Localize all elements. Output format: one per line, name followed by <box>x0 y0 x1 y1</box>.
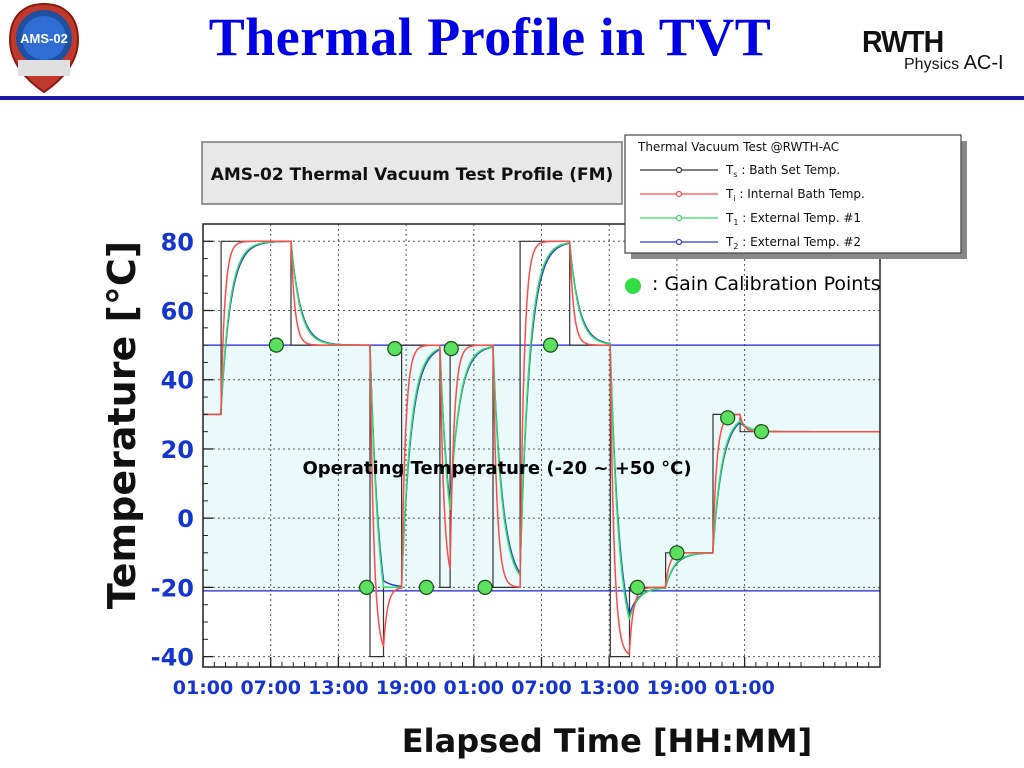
x-tick-label: 13:00 <box>579 677 639 699</box>
calibration-legend-label: : Gain Calibration Points <box>652 273 881 295</box>
legend-marker-ext1 <box>675 214 683 222</box>
y-tick-label: 60 <box>161 298 194 326</box>
x-axis-label: Elapsed Time [HH:MM] <box>402 722 812 760</box>
x-tick-label: 01:00 <box>444 677 504 699</box>
calibration-point <box>753 424 770 440</box>
ams-02-logo: AMS-02 <box>8 2 80 94</box>
x-axis-ticks: 01:00 07:00 13:00 19:00 01:00 07:00 13:00 19:00… <box>173 657 870 699</box>
calibration-point <box>443 340 459 357</box>
calibration-point <box>720 410 736 426</box>
legend-title: Thermal Vacuum Test @RWTH-AC <box>637 140 839 154</box>
y-tick-label: 20 <box>161 436 194 464</box>
legend-entry-ext1: T1 : External Temp. #1 <box>725 211 861 227</box>
calibration-point <box>542 337 559 353</box>
operating-band-label: Operating Temperature (-20 ~ +50 °C) <box>302 458 691 479</box>
calibration-point <box>418 579 435 595</box>
x-tick-label: 19:00 <box>647 677 707 699</box>
rwth-logo-sub: Physics AC-I <box>904 52 1004 75</box>
calibration-point <box>629 579 646 595</box>
title-divider <box>0 96 1024 100</box>
calibration-point <box>268 337 284 353</box>
legend-marker-internal <box>675 190 683 198</box>
legend-entry-internal: Ti : Internal Bath Temp. <box>725 187 865 203</box>
chart-title: AMS-02 Thermal Vacuum Test Profile (FM) <box>211 165 614 185</box>
calibration-point <box>669 545 685 561</box>
slide-title: Thermal Profile in TVT <box>208 7 772 67</box>
ams-logo-text: AMS-02 <box>20 31 68 46</box>
legend-entry-ext2: T2 : External Temp. #2 <box>725 235 861 251</box>
calibration-markers <box>268 337 770 595</box>
y-axis-label: Temperature [°C] <box>100 241 144 609</box>
x-tick-label: 07:00 <box>511 677 571 699</box>
legend-marker-bath_set <box>675 166 683 174</box>
legend-entry-bath_set: Ts : Bath Set Temp. <box>725 163 840 179</box>
x-tick-label: 13:00 <box>308 677 368 699</box>
x-tick-label: 01:00 <box>714 677 774 699</box>
calibration-point <box>359 579 375 595</box>
y-tick-label: 80 <box>161 228 194 256</box>
rwth-physics-text: Physics <box>904 56 960 73</box>
rwth-logo: RWTH Physics AC-I <box>862 24 1022 76</box>
x-tick-label: 19:00 <box>376 677 436 699</box>
y-axis-ticks: 80 60 40 20 0 -20 -40 <box>151 228 213 672</box>
rwth-logo-main: RWTH <box>862 24 944 59</box>
y-tick-label: 0 <box>177 505 194 533</box>
y-tick-label: -20 <box>151 574 194 602</box>
grid-lines <box>203 224 880 667</box>
calibration-point <box>477 579 493 595</box>
calibration-legend-marker <box>625 278 641 294</box>
calibration-point <box>387 340 403 357</box>
x-tick-label: 07:00 <box>240 677 300 699</box>
rwth-ac-text: AC-I <box>963 52 1004 74</box>
x-tick-label: 01:00 <box>173 677 233 699</box>
legend-marker-ext2 <box>675 238 683 246</box>
chart-title-box: AMS-02 Thermal Vacuum Test Profile (FM) <box>201 141 623 205</box>
legend: Thermal Vacuum Test @RWTH-AC Ts : Bath S… <box>624 134 967 259</box>
y-tick-label: -40 <box>151 644 194 672</box>
y-tick-label: 40 <box>161 367 194 395</box>
